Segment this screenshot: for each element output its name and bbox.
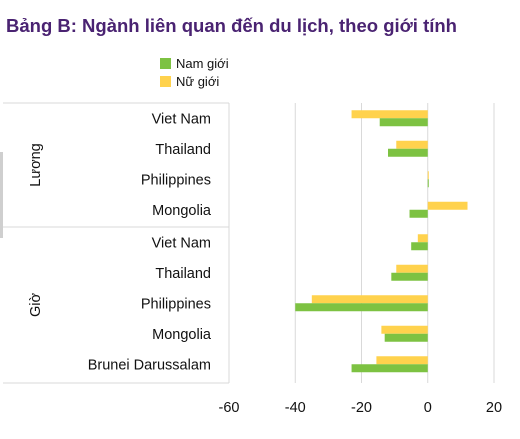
x-tick-labels: -60 -40 -20 0 20 [219, 400, 503, 416]
x-tick-label: 20 [486, 400, 502, 416]
bar-nu-1-2 [396, 140, 428, 149]
category-label: Philippines [141, 172, 211, 188]
x-tick-label: 0 [424, 400, 432, 416]
scroll-edge [0, 152, 3, 238]
bar-nam-2-5 [351, 364, 428, 373]
bar-nu-2-3 [311, 295, 428, 304]
category-label: Brunei Darussalam [88, 357, 211, 373]
category-label: Thailand [155, 142, 211, 158]
bar-nu-1-1 [351, 110, 428, 119]
chart-title: Bảng B: Ngành liên quan đến du lịch, the… [6, 15, 457, 36]
legend-label-2: Nữ giới [176, 74, 219, 89]
legend-swatch-2 [160, 76, 171, 87]
bar-nu-1-3 [427, 171, 429, 180]
bar-nu-2-2 [396, 264, 428, 273]
bar-nam-1-3 [427, 179, 429, 188]
bar-nu-1-4 [427, 201, 468, 210]
bar-nu-2-4 [381, 325, 428, 334]
legend-label-1: Nam giới [176, 56, 229, 71]
bar-nu-2-1 [417, 234, 428, 243]
category-label: Mongolia [152, 327, 212, 343]
bar-nam-1-1 [379, 118, 428, 127]
category-label: Viet Nam [152, 235, 211, 251]
category-label: Viet Nam [152, 111, 211, 127]
bar-nam-2-2 [391, 272, 428, 281]
category-label: Mongolia [152, 203, 212, 219]
bar-nam-1-2 [388, 148, 428, 157]
bar-nam-2-4 [384, 333, 428, 342]
bar-nam-2-3 [295, 303, 428, 312]
category-label: Thailand [155, 266, 211, 282]
group-label-1: Lương [28, 143, 44, 186]
x-tick-label: -60 [219, 400, 240, 416]
category-frame [3, 102, 230, 384]
gridlines [228, 103, 495, 383]
bars [295, 110, 468, 373]
bar-nu-2-5 [376, 356, 428, 365]
category-label: Philippines [141, 296, 211, 312]
group-label-2: Giờ [28, 293, 44, 318]
legend-swatch-1 [160, 58, 171, 69]
bar-nam-2-1 [411, 242, 428, 251]
bar-nam-1-4 [409, 209, 428, 218]
x-tick-label: -20 [351, 400, 372, 416]
legend: Nam giới Nữ giới [160, 56, 229, 89]
x-tick-label: -40 [285, 400, 306, 416]
category-labels: Viet Nam Thailand Philippines Mongolia Lương… [28, 111, 212, 373]
